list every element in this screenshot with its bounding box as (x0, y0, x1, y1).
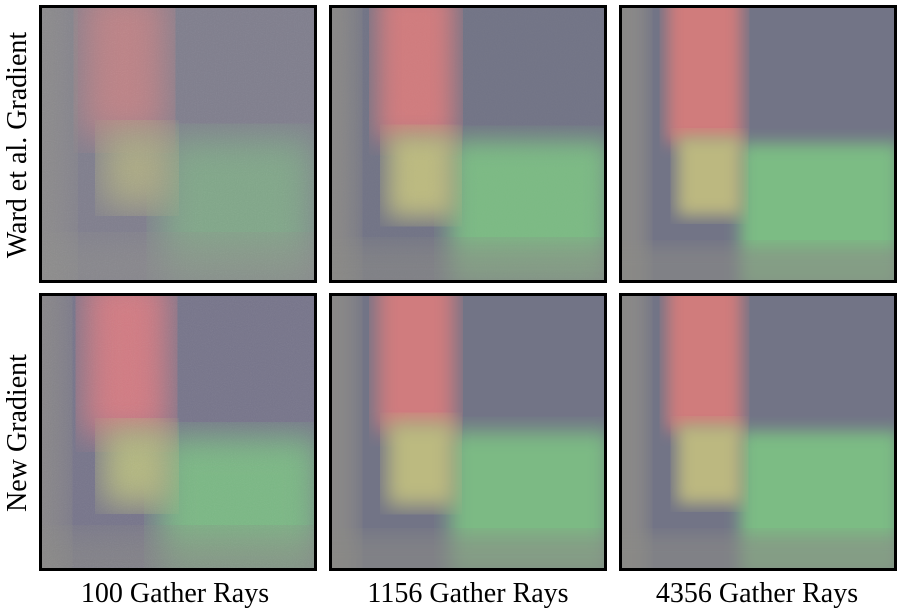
render-image (332, 296, 604, 568)
column-label-4356-rays: 4356 Gather Rays (655, 578, 859, 609)
column-label-1156-rays: 1156 Gather Rays (367, 578, 569, 609)
render-image (622, 8, 894, 280)
render-panel-ward-4356 (619, 5, 897, 283)
render-panel-new-100 (39, 293, 317, 571)
render-panel-new-4356 (619, 293, 897, 571)
render-panel-new-1156 (329, 293, 607, 571)
render-image (332, 8, 604, 280)
row-label-ward-gradient: Ward et al. Gradient (0, 6, 36, 284)
render-panel-ward-1156 (329, 5, 607, 283)
render-image (42, 8, 314, 280)
row-label-text: Ward et al. Gradient (2, 31, 33, 259)
row-label-new-gradient: New Gradient (0, 294, 36, 572)
column-label-100-rays: 100 Gather Rays (80, 578, 270, 609)
render-image (42, 296, 314, 568)
render-image (622, 296, 894, 568)
row-label-text: New Gradient (2, 354, 34, 512)
render-panel-ward-100 (39, 5, 317, 283)
